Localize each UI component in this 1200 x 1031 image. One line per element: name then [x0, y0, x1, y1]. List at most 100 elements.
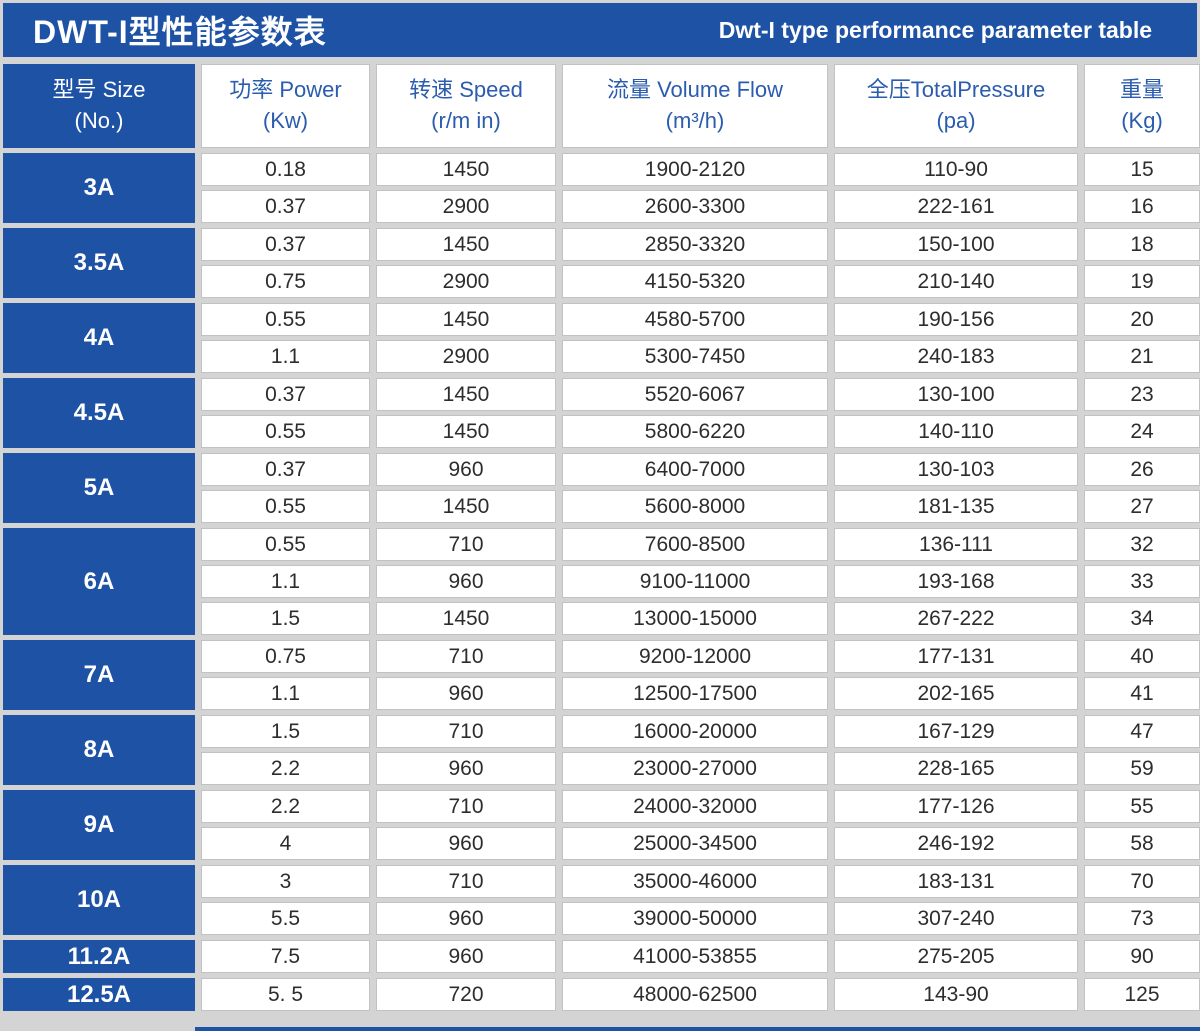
weight-cell: 24 [1084, 415, 1200, 448]
pressure-cell: 150-100 [834, 228, 1078, 261]
flow-cell: 12500-17500 [562, 677, 828, 710]
speed-cell: 960 [376, 827, 556, 860]
column-header-speed: 转速 Speed (r/m in) [376, 64, 556, 148]
pressure-cell: 143-90 [834, 978, 1078, 1011]
column-header-size: 型号 Size (No.) [3, 64, 195, 148]
size-group-6A: 6A 0.55 710 7600-8500 136-111 32 1.1 960 9100-11… [3, 528, 1200, 635]
column-header-label: 重量 [1119, 77, 1164, 103]
power-cell: 2.2 [201, 790, 370, 823]
bottom-accent-bar [195, 1027, 1200, 1031]
flow-cell: 41000-53855 [562, 940, 828, 973]
flow-cell: 7600-8500 [562, 528, 828, 561]
weight-cell: 55 [1084, 790, 1200, 823]
power-cell: 0.37 [201, 228, 370, 261]
power-cell: 0.75 [201, 640, 370, 673]
speed-cell: 2900 [376, 265, 556, 298]
size-cell: 3A [3, 153, 195, 223]
flow-cell: 5800-6220 [562, 415, 828, 448]
size-group-7A: 7A 0.75 710 9200-12000 177-131 40 1.1 960 12500-… [3, 640, 1200, 710]
size-group-12.5A: 12.5A 5. 5 720 48000-62500 143-90 125 [3, 978, 1200, 1011]
size-cell: 6A [3, 528, 195, 635]
column-header-unit: (m³/h) [665, 108, 725, 133]
flow-cell: 2850-3320 [562, 228, 828, 261]
size-group-4.5A: 4.5A 0.37 1450 5520-6067 130-100 23 0.55 1450 58… [3, 378, 1200, 448]
pressure-cell: 240-183 [834, 340, 1078, 373]
column-header-unit: (r/m in) [431, 108, 501, 133]
speed-cell: 1450 [376, 490, 556, 523]
power-cell: 0.37 [201, 378, 370, 411]
speed-cell: 1450 [376, 228, 556, 261]
pressure-cell: 130-100 [834, 378, 1078, 411]
power-cell: 1.5 [201, 602, 370, 635]
pressure-cell: 177-126 [834, 790, 1078, 823]
size-cell: 4A [3, 303, 195, 373]
speed-cell: 960 [376, 940, 556, 973]
flow-cell: 16000-20000 [562, 715, 828, 748]
size-cell: 10A [3, 865, 195, 935]
speed-cell: 2900 [376, 190, 556, 223]
speed-cell: 1450 [376, 378, 556, 411]
pressure-cell: 275-205 [834, 940, 1078, 973]
weight-cell: 27 [1084, 490, 1200, 523]
flow-cell: 35000-46000 [562, 865, 828, 898]
flow-cell: 5520-6067 [562, 378, 828, 411]
speed-cell: 960 [376, 453, 556, 486]
column-header-total-pressure: 全压TotalPressure (pa) [834, 64, 1078, 148]
flow-cell: 6400-7000 [562, 453, 828, 486]
pressure-cell: 228-165 [834, 752, 1078, 785]
size-group-5A: 5A 0.37 960 6400-7000 130-103 26 0.55 1450 5600-… [3, 453, 1200, 523]
flow-cell: 9100-11000 [562, 565, 828, 598]
flow-cell: 39000-50000 [562, 902, 828, 935]
column-header-label: 流量 Volume Flow [606, 77, 784, 103]
weight-cell: 40 [1084, 640, 1200, 673]
pressure-cell: 183-131 [834, 865, 1078, 898]
pressure-cell: 167-129 [834, 715, 1078, 748]
speed-cell: 710 [376, 715, 556, 748]
flow-cell: 5600-8000 [562, 490, 828, 523]
page-subtitle: Dwt-I type performance parameter table [718, 16, 1152, 43]
weight-cell: 34 [1084, 602, 1200, 635]
weight-cell: 23 [1084, 378, 1200, 411]
pressure-cell: 246-192 [834, 827, 1078, 860]
pressure-cell: 202-165 [834, 677, 1078, 710]
speed-cell: 720 [376, 978, 556, 1011]
weight-cell: 59 [1084, 752, 1200, 785]
speed-cell: 710 [376, 790, 556, 823]
weight-cell: 20 [1084, 303, 1200, 336]
page-title: DWT-I型性能参数表 [33, 14, 327, 50]
weight-cell: 16 [1084, 190, 1200, 223]
power-cell: 0.55 [201, 303, 370, 336]
column-header-unit: (Kg) [1121, 108, 1163, 133]
flow-cell: 23000-27000 [562, 752, 828, 785]
weight-cell: 32 [1084, 528, 1200, 561]
pressure-cell: 190-156 [834, 303, 1078, 336]
flow-cell: 1900-2120 [562, 153, 828, 186]
power-cell: 5.5 [201, 902, 370, 935]
power-cell: 5. 5 [201, 978, 370, 1011]
power-cell: 0.55 [201, 490, 370, 523]
size-group-4A: 4A 0.55 1450 4580-5700 190-156 20 1.1 2900 5300-… [3, 303, 1200, 373]
flow-cell: 13000-15000 [562, 602, 828, 635]
weight-cell: 41 [1084, 677, 1200, 710]
weight-cell: 47 [1084, 715, 1200, 748]
weight-cell: 70 [1084, 865, 1200, 898]
weight-cell: 21 [1084, 340, 1200, 373]
column-header-label: 型号 Size [52, 77, 146, 103]
speed-cell: 960 [376, 677, 556, 710]
size-cell: 8A [3, 715, 195, 785]
size-group-9A: 9A 2.2 710 24000-32000 177-126 55 4 960 25000-34… [3, 790, 1200, 860]
pressure-cell: 210-140 [834, 265, 1078, 298]
weight-cell: 73 [1084, 902, 1200, 935]
pressure-cell: 267-222 [834, 602, 1078, 635]
flow-cell: 24000-32000 [562, 790, 828, 823]
column-header-label: 全压TotalPressure [866, 77, 1046, 103]
size-cell: 7A [3, 640, 195, 710]
weight-cell: 15 [1084, 153, 1200, 186]
speed-cell: 710 [376, 528, 556, 561]
speed-cell: 2900 [376, 340, 556, 373]
column-header-power: 功率 Power (Kw) [201, 64, 370, 148]
power-cell: 4 [201, 827, 370, 860]
size-group-3.5A: 3.5A 0.37 1450 2850-3320 150-100 18 0.75 2900 41… [3, 228, 1200, 298]
pressure-cell: 136-111 [834, 528, 1078, 561]
flow-cell: 5300-7450 [562, 340, 828, 373]
